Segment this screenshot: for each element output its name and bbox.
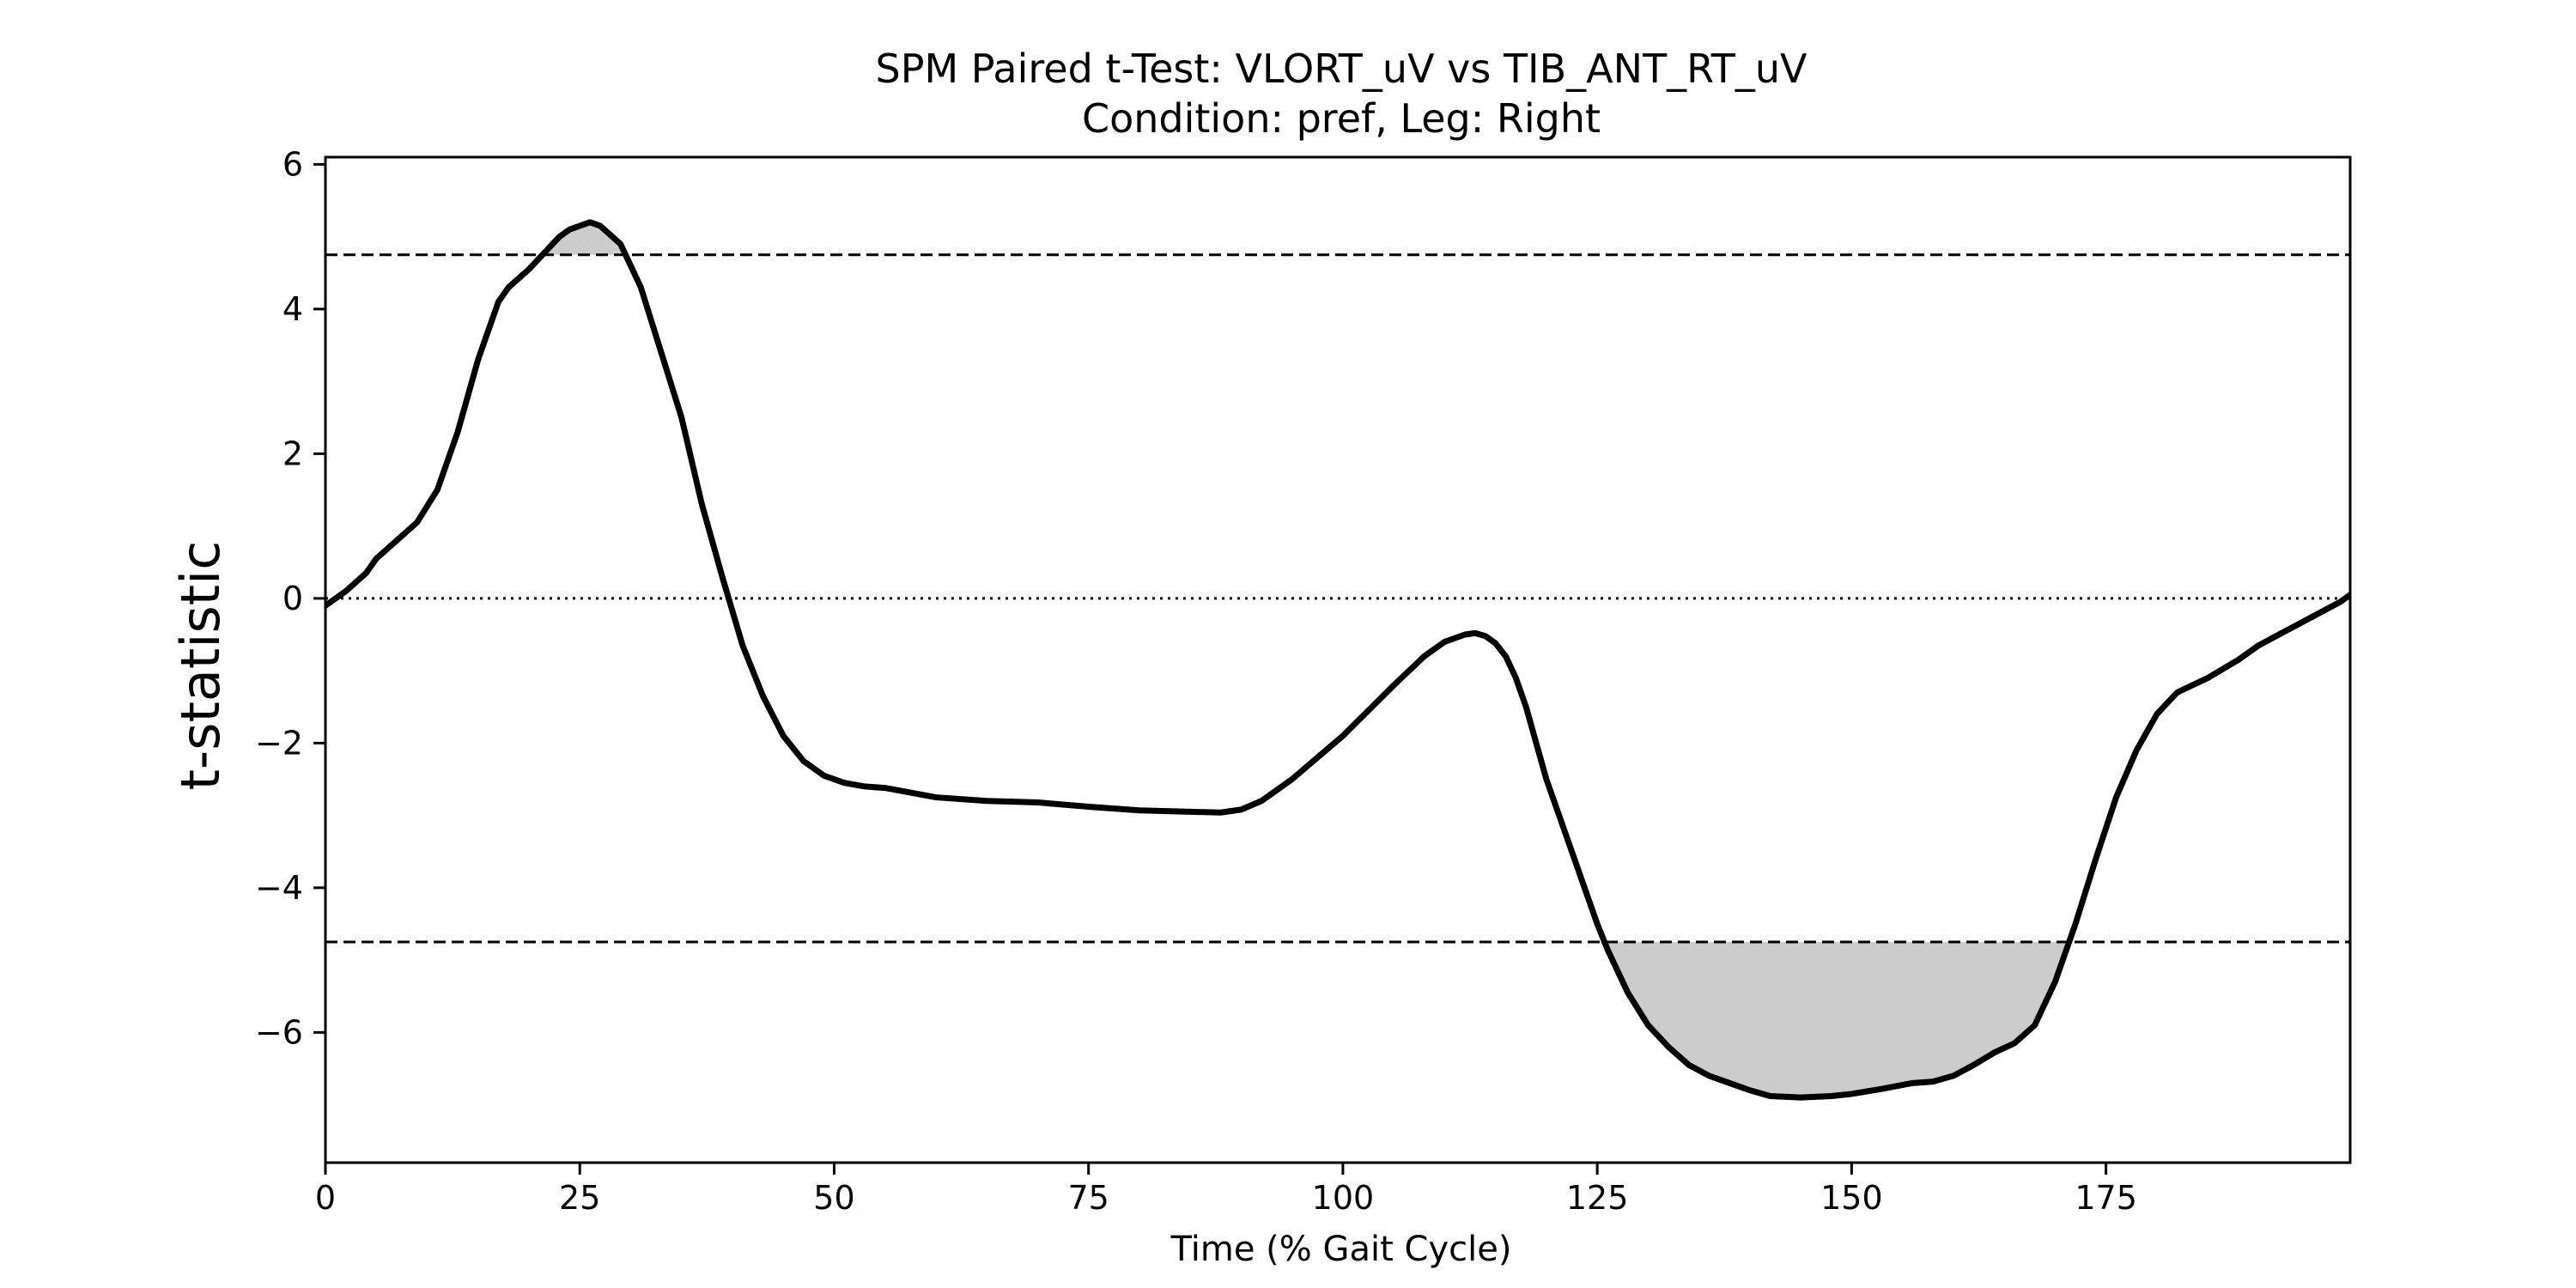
y-tick-label: −4 xyxy=(255,869,303,907)
x-tick-label: 50 xyxy=(813,1179,854,1217)
x-tick-label: 175 xyxy=(2075,1179,2137,1217)
x-axis-label: Time (% Gait Cycle) xyxy=(1170,1230,1512,1269)
x-tick-label: 100 xyxy=(1312,1179,1375,1217)
y-tick-label: 4 xyxy=(283,290,303,328)
plot-area: 0 25 50 75 100 125 150 175 6 4 2 0 −2 −4 −6 xyxy=(255,145,2352,1217)
plot-clipped-group xyxy=(325,219,2350,1101)
plot-frame xyxy=(324,155,2352,1164)
x-tick-label: 75 xyxy=(1068,1179,1109,1217)
y-tick-label: 0 xyxy=(283,580,303,617)
x-tick-label: 150 xyxy=(1820,1179,1883,1217)
t-statistic-curve xyxy=(325,219,2350,1101)
y-tick-label: −2 xyxy=(255,724,303,762)
y-tick-label: −6 xyxy=(255,1013,303,1051)
y-tick-label: 6 xyxy=(283,145,303,183)
x-tick-label: 25 xyxy=(559,1179,600,1217)
suprathreshold-cluster-negative xyxy=(1605,942,2069,1098)
x-tick-label: 125 xyxy=(1566,1179,1629,1217)
chart-title: SPM Paired t-Test: VLORT_uV vs TIB_ANT_R… xyxy=(876,46,1808,92)
x-tick-label: 0 xyxy=(315,1179,336,1217)
chart-subtitle: Condition: pref, Leg: Right xyxy=(1082,95,1601,142)
y-axis-label: t-statistic xyxy=(169,541,232,791)
y-tick-label: 2 xyxy=(283,434,303,472)
